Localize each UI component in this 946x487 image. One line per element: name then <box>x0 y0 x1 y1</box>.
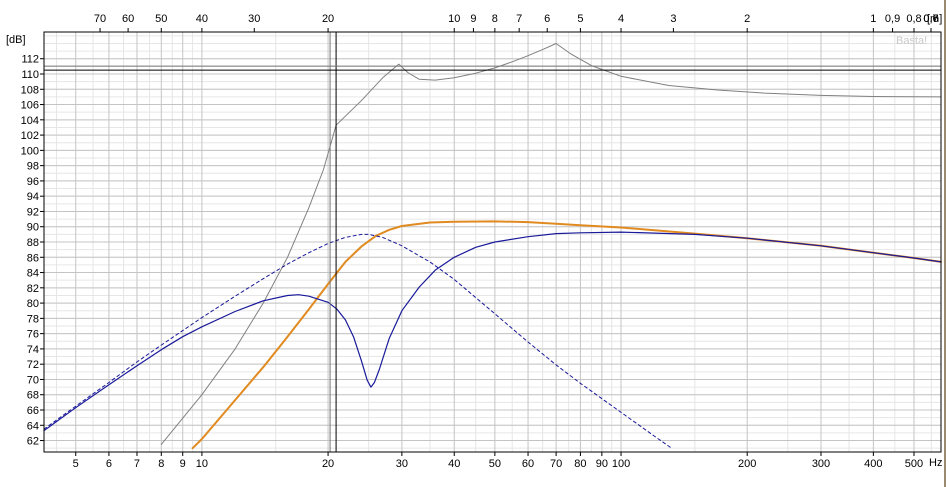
top-tick-label: 60 <box>122 13 134 25</box>
top-tick-label: 40 <box>196 13 208 25</box>
y-tick-label: 84 <box>27 268 39 280</box>
y-tick-label: 76 <box>27 329 39 341</box>
y-tick-label: 90 <box>27 222 39 234</box>
top-tick-label: 6 <box>544 13 550 25</box>
y-tick-label: 104 <box>21 115 39 127</box>
x-tick-label: 400 <box>864 458 882 470</box>
x-tick-label: 100 <box>612 458 630 470</box>
y-tick-label: 66 <box>27 405 39 417</box>
y-tick-label: 74 <box>27 344 39 356</box>
y-tick-label: 94 <box>27 191 39 203</box>
response-curve-1[interactable] <box>160 43 942 445</box>
response-curve-4[interactable] <box>43 233 673 449</box>
x-tick-label: 7 <box>134 458 140 470</box>
response-curve-3[interactable] <box>43 231 942 432</box>
top-tick-label: 0,7 <box>923 13 938 25</box>
y-tick-label: 96 <box>27 176 39 188</box>
y-tick-label: 64 <box>27 420 39 432</box>
top-tick-label: 4 <box>618 13 624 25</box>
top-tick-label: 3 <box>670 13 676 25</box>
y-tick-label: 108 <box>21 84 39 96</box>
y-tick-label: 86 <box>27 252 39 264</box>
top-tick-label: 0,6 <box>923 13 938 25</box>
y-tick-label: 82 <box>27 283 39 295</box>
plot-frame <box>43 31 942 453</box>
x-tick-label: 90 <box>596 458 608 470</box>
top-tick-label: 30 <box>248 13 260 25</box>
top-tick-label: 2 <box>744 13 750 25</box>
y-axis-unit-label: [dB] <box>6 34 26 46</box>
y-tick-label: 68 <box>27 390 39 402</box>
y-tick-label: 102 <box>21 130 39 142</box>
x-tick-label: 30 <box>396 458 408 470</box>
y-tick-label: 110 <box>21 69 39 81</box>
x-tick-label: 80 <box>574 458 586 470</box>
x-tick-label: 10 <box>196 458 208 470</box>
top-tick-label: 20 <box>322 13 334 25</box>
y-tick-label: 72 <box>27 359 39 371</box>
top-tick-label: 9 <box>470 13 476 25</box>
x-tick-label: 9 <box>180 458 186 470</box>
y-tick-label: 80 <box>27 298 39 310</box>
y-tick-label: 112 <box>21 54 39 66</box>
x-tick-label: 20 <box>322 458 334 470</box>
x-tick-label: 8 <box>158 458 164 470</box>
x-tick-label: 70 <box>550 458 562 470</box>
top-tick-label: 1 <box>870 13 876 25</box>
top-axis-unit-label: [m] <box>927 13 942 25</box>
basta-watermark: Basta! <box>896 35 927 47</box>
top-tick-label: 0,9 <box>885 13 900 25</box>
x-tick-label: 40 <box>448 458 460 470</box>
y-tick-label: 98 <box>27 161 39 173</box>
top-tick-label: 0,8 <box>906 13 921 25</box>
x-axis-unit-label: Hz <box>929 457 942 469</box>
x-tick-label: 5 <box>73 458 79 470</box>
x-tick-label: 6 <box>106 458 112 470</box>
x-tick-label: 200 <box>738 458 756 470</box>
x-tick-label: 50 <box>489 458 501 470</box>
top-tick-label: 70 <box>94 13 106 25</box>
top-tick-label: 50 <box>155 13 167 25</box>
y-tick-label: 92 <box>27 206 39 218</box>
y-tick-label: 62 <box>27 436 39 448</box>
top-tick-label: 8 <box>492 13 498 25</box>
y-tick-label: 70 <box>27 374 39 386</box>
y-tick-label: 78 <box>27 313 39 325</box>
top-tick-label: 5 <box>577 13 583 25</box>
y-tick-label: 100 <box>21 145 39 157</box>
top-tick-label: 10 <box>448 13 460 25</box>
x-tick-label: 300 <box>812 458 830 470</box>
y-tick-label: 88 <box>27 237 39 249</box>
x-tick-label: 60 <box>522 458 534 470</box>
y-tick-label: 106 <box>21 100 39 112</box>
x-tick-label: 500 <box>905 458 923 470</box>
top-tick-label: 7 <box>516 13 522 25</box>
